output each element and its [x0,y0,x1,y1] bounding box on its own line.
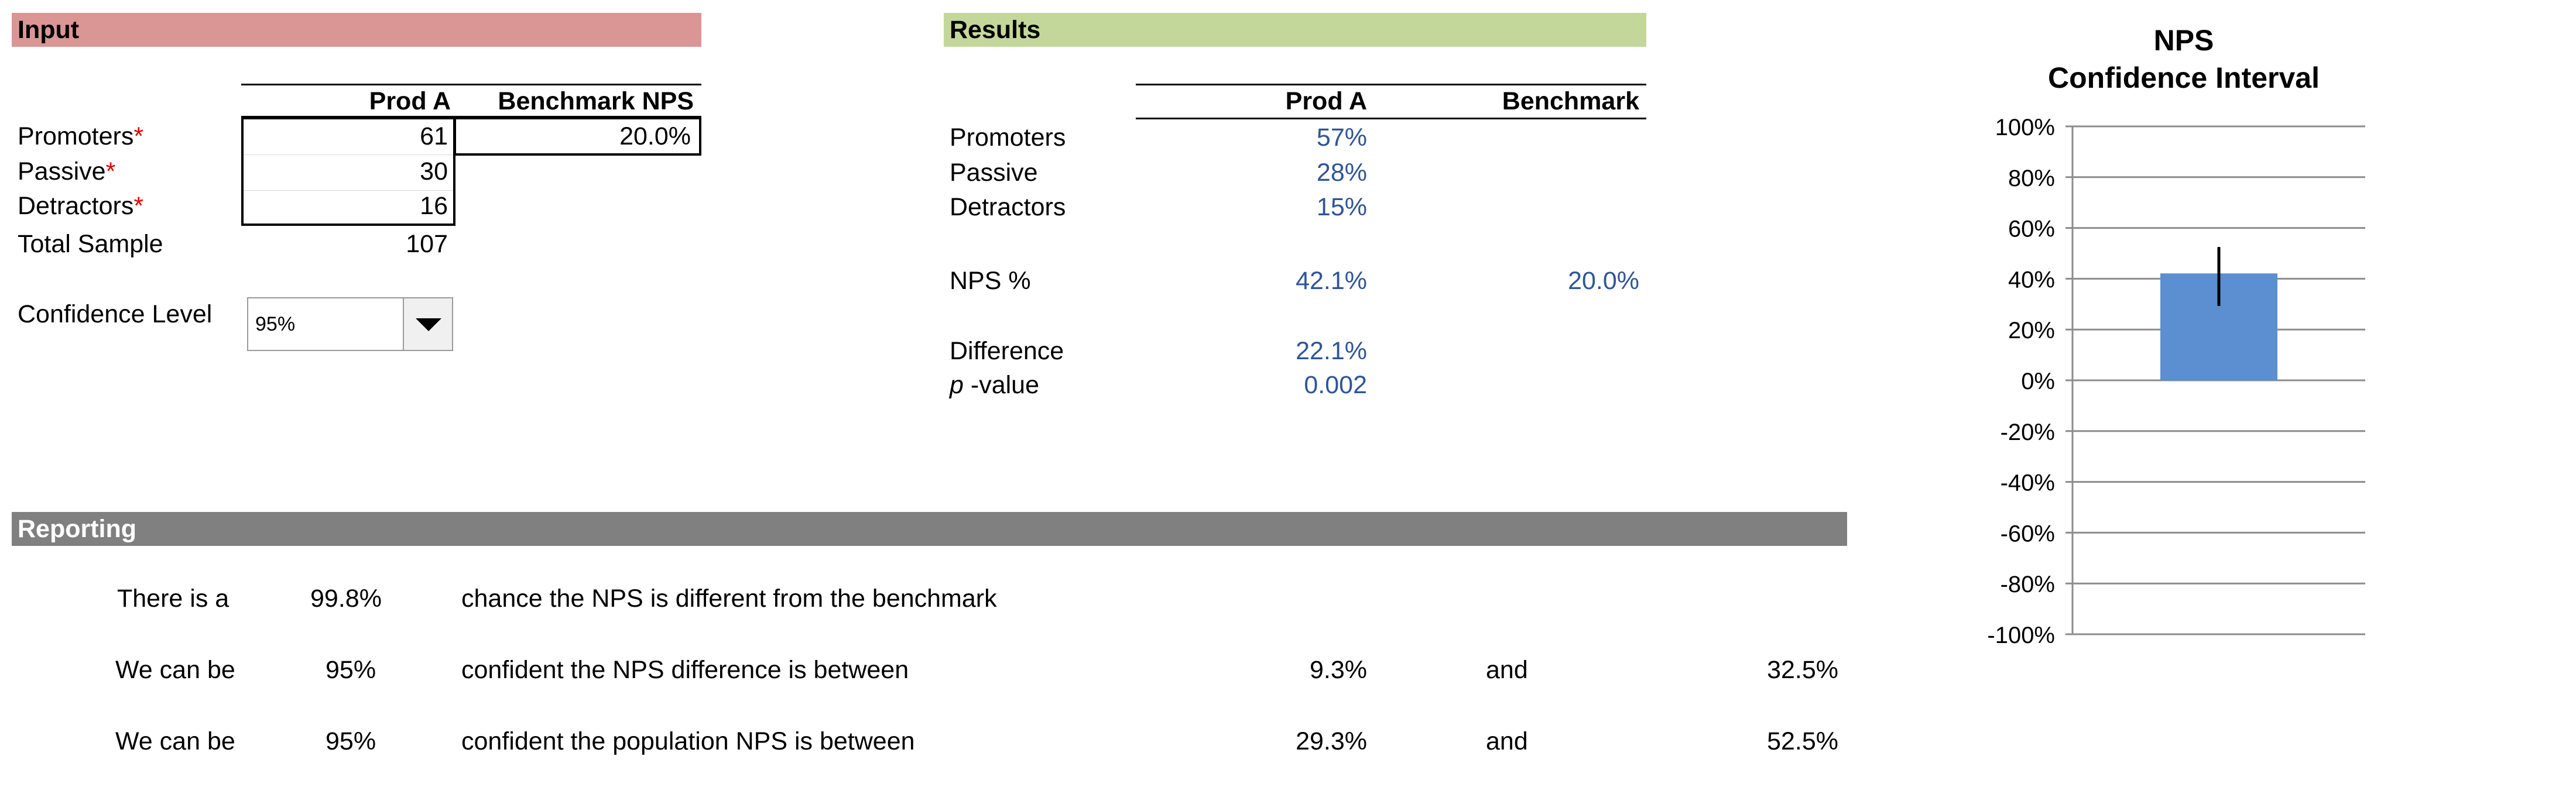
y-tick-label: 20% [2008,318,2055,343]
input-col-benchmark: Benchmark NPS [498,87,694,115]
report-line3-low: 29.3% [1296,727,1367,755]
report-line2-low: 9.3% [1309,656,1367,684]
input-values-box [241,117,455,226]
chart-title: NPS [2154,24,2214,57]
y-tick-label: 40% [2008,267,2055,293]
y-tick-label: 60% [2008,216,2055,242]
report-line3-high: 52.5% [1767,727,1838,755]
nps-confidence-chart: NPS Confidence Interval 100% 80% 60% 40% 20%… [1987,24,2365,648]
nps-prod-value: 42.1% [1296,267,1367,295]
report-line3-value: 95% [326,727,376,755]
input-table-header-rule [241,116,701,117]
report-line2-high: 32.5% [1767,656,1838,684]
input-header: Input [12,13,701,47]
benchmark-nps-input[interactable]: 20.0% [619,122,691,150]
results-table-header-rule [1136,118,1646,119]
confidence-level-label: Confidence Level [18,300,213,328]
passive-label: Passive* [18,157,116,185]
results-detractors-value: 15% [1316,193,1367,221]
dropdown-button[interactable] [403,298,452,350]
results-col-benchmark: Benchmark [1502,87,1639,115]
results-passive-label: Passive [950,159,1038,187]
results-promoters-value: 57% [1316,123,1367,152]
report-line1-prefix: There is a [117,585,229,613]
pvalue-label: p -value [950,371,1039,399]
benchmark-input-box [454,117,701,156]
report-line1-value: 99.8% [310,585,382,613]
passive-input[interactable]: 30 [420,157,448,185]
report-line2-text: confident the NPS difference is between [461,656,909,684]
report-line2-prefix: We can be [115,656,235,684]
chart-subtitle: Confidence Interval [2048,61,2320,94]
confidence-level-value: 95% [255,313,296,335]
report-line3-text: confident the population NPS is between [461,727,915,755]
confidence-level-dropdown[interactable]: 95% [247,297,453,351]
y-tick-label: -80% [2000,572,2055,597]
detractors-label: Detractors* [18,192,144,220]
report-line1-text: chance the NPS is different from the ben… [461,585,997,613]
y-tick-label: 0% [2021,369,2055,394]
total-sample-label: Total Sample [18,230,163,258]
chevron-down-icon [416,318,441,331]
detractors-input[interactable]: 16 [420,192,448,220]
y-tick-label: -20% [2000,420,2055,445]
difference-value: 22.1% [1296,337,1367,365]
input-row-divider [244,154,453,155]
y-tick-label: 100% [1995,115,2055,140]
results-header: Results [944,13,1646,47]
input-row-divider [244,190,453,191]
reporting-header: Reporting [12,512,1847,546]
input-table-top-rule [241,84,701,85]
nps-label: NPS % [950,267,1031,295]
report-line3-and: and [1486,727,1528,755]
y-tick-label: -100% [1987,623,2055,648]
y-tick-label: -40% [2000,470,2055,496]
results-promoters-label: Promoters [950,123,1066,152]
report-line2-value: 95% [326,656,376,684]
y-tick-label: -60% [2000,521,2055,546]
total-sample-value: 107 [406,230,448,258]
y-tick-label: 80% [2008,166,2055,191]
results-col-prod: Prod A [1285,87,1367,115]
results-table-top-rule [1136,84,1646,85]
input-col-prod: Prod A [369,87,451,115]
promoters-input[interactable]: 61 [420,122,448,150]
nps-benchmark-value: 20.0% [1568,267,1639,295]
difference-label: Difference [950,337,1064,365]
results-passive-value: 28% [1316,159,1367,187]
report-line3-prefix: We can be [115,727,235,755]
promoters-label: Promoters* [18,122,144,150]
results-detractors-label: Detractors [950,193,1066,221]
report-line2-and: and [1486,656,1528,684]
pvalue-value: 0.002 [1304,371,1367,399]
